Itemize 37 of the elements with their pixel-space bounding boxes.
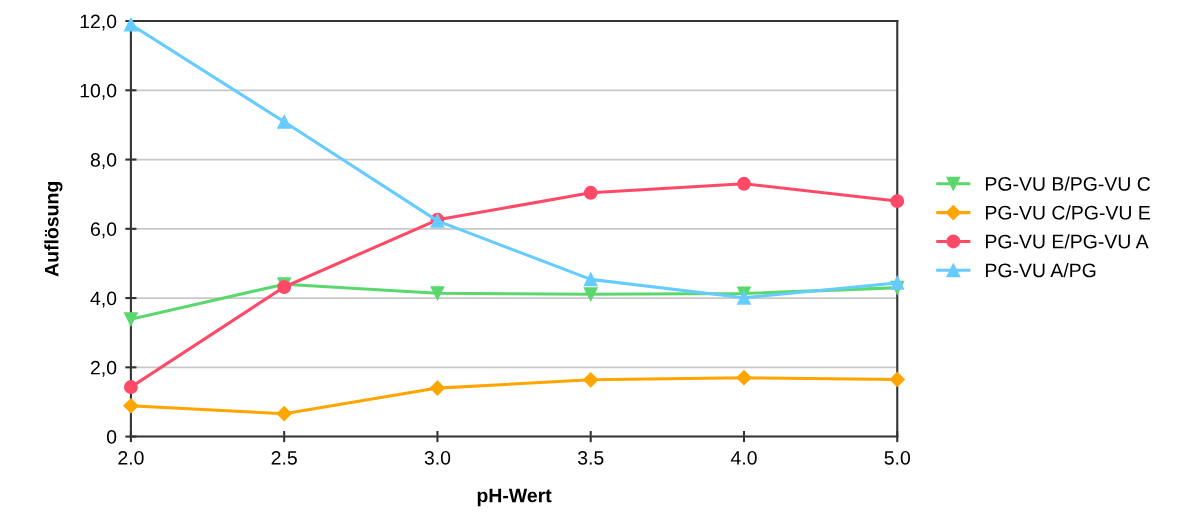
point <box>123 17 138 32</box>
point <box>123 380 138 395</box>
y-tick-label: 12,0 <box>80 14 117 31</box>
point <box>736 370 752 386</box>
point <box>737 290 751 305</box>
point <box>889 371 905 388</box>
point <box>277 114 292 129</box>
x-tick-label: 4.0 <box>730 450 757 465</box>
legend-label: PG-VU C/PG-VU E <box>986 205 1150 220</box>
point <box>123 398 139 414</box>
x-tick-label: 2.5 <box>271 450 297 465</box>
y-tick-label: 6,0 <box>90 222 117 239</box>
y-tick-label: 2,0 <box>90 360 117 377</box>
y-axis-title: Auflösung <box>44 182 63 277</box>
x-axis-title: pH-Wert <box>477 488 552 507</box>
y-tick-label: 8,0 <box>90 153 117 170</box>
x-tick-label: 3.0 <box>424 450 451 465</box>
point <box>737 176 751 191</box>
point <box>890 194 905 209</box>
y-tick-label: 4,0 <box>90 291 117 308</box>
y-tick-label: 10,0 <box>80 83 117 100</box>
point <box>583 287 598 302</box>
point <box>429 380 446 396</box>
point <box>123 312 138 327</box>
legend-label: PG-VU A/PG <box>986 262 1096 278</box>
point <box>276 406 292 422</box>
point <box>583 185 598 200</box>
x-tick-label: 5.0 <box>884 450 911 465</box>
point <box>583 372 599 388</box>
legend-label: PG-VU B/PG-VU C <box>986 176 1151 191</box>
x-tick-label: 3.5 <box>577 450 604 465</box>
point <box>890 275 905 290</box>
point <box>583 272 598 287</box>
x-tick-label: 2.0 <box>118 450 144 465</box>
legend-label: PG-VU E/PG-VU A <box>986 234 1149 249</box>
y-tick-label: 0 <box>106 430 117 444</box>
point <box>430 286 445 301</box>
